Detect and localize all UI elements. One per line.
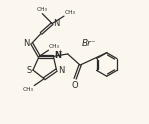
Text: +: + [58,49,62,54]
Text: N: N [23,39,30,48]
Text: O: O [72,81,78,90]
Text: N: N [58,66,64,75]
Text: N: N [54,51,61,60]
Text: CH₃: CH₃ [65,10,76,15]
Text: CH₃: CH₃ [49,44,60,49]
Text: N: N [53,19,59,28]
Text: Br⁻: Br⁻ [82,39,97,48]
Text: CH₃: CH₃ [22,87,33,92]
Text: CH₃: CH₃ [36,7,47,12]
Text: S: S [27,66,32,75]
